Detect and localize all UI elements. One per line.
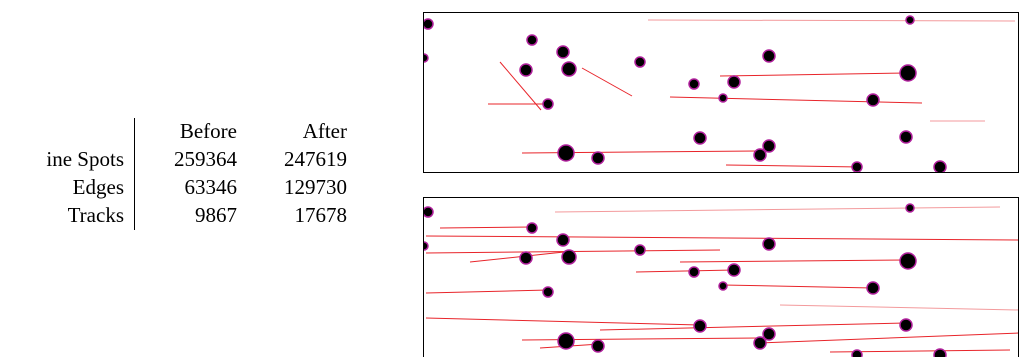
- spot: [562, 62, 576, 76]
- tracks: [426, 207, 1019, 352]
- track: [426, 236, 1019, 240]
- spot: [867, 94, 879, 106]
- track: [780, 305, 1019, 310]
- track: [522, 151, 757, 153]
- track: [440, 227, 532, 228]
- before-panel: [420, 16, 1015, 173]
- track: [760, 333, 1019, 343]
- spot: [906, 16, 914, 24]
- spot: [900, 131, 912, 143]
- spot: [527, 35, 537, 45]
- track: [670, 97, 922, 103]
- track: [723, 285, 873, 288]
- track: [680, 260, 908, 262]
- image-panels: [0, 0, 1024, 357]
- spot: [900, 65, 916, 81]
- spot: [763, 50, 775, 62]
- track: [648, 20, 1015, 21]
- track: [720, 73, 908, 76]
- spot: [423, 19, 433, 29]
- spot: [754, 149, 766, 161]
- track: [555, 207, 1000, 212]
- spot: [728, 76, 740, 88]
- spots: [420, 16, 946, 173]
- spot: [557, 46, 569, 58]
- track: [636, 270, 734, 272]
- figure: Before After ine Spots 259364 247619 Edg…: [0, 0, 1024, 357]
- spot: [520, 64, 532, 76]
- spot: [543, 99, 553, 109]
- spot: [558, 145, 574, 161]
- panel-border: [424, 198, 1019, 357]
- spot: [689, 79, 699, 89]
- track: [470, 252, 564, 262]
- spot: [934, 161, 946, 173]
- spot: [763, 140, 775, 152]
- spot: [592, 152, 604, 164]
- track: [726, 165, 860, 167]
- spot: [852, 162, 862, 172]
- spot: [635, 57, 645, 67]
- track: [426, 318, 700, 325]
- spot: [694, 132, 706, 144]
- after-panel: [420, 204, 1019, 357]
- panel-border: [424, 13, 1019, 173]
- track: [582, 68, 632, 96]
- spot: [719, 94, 727, 102]
- track: [426, 290, 548, 293]
